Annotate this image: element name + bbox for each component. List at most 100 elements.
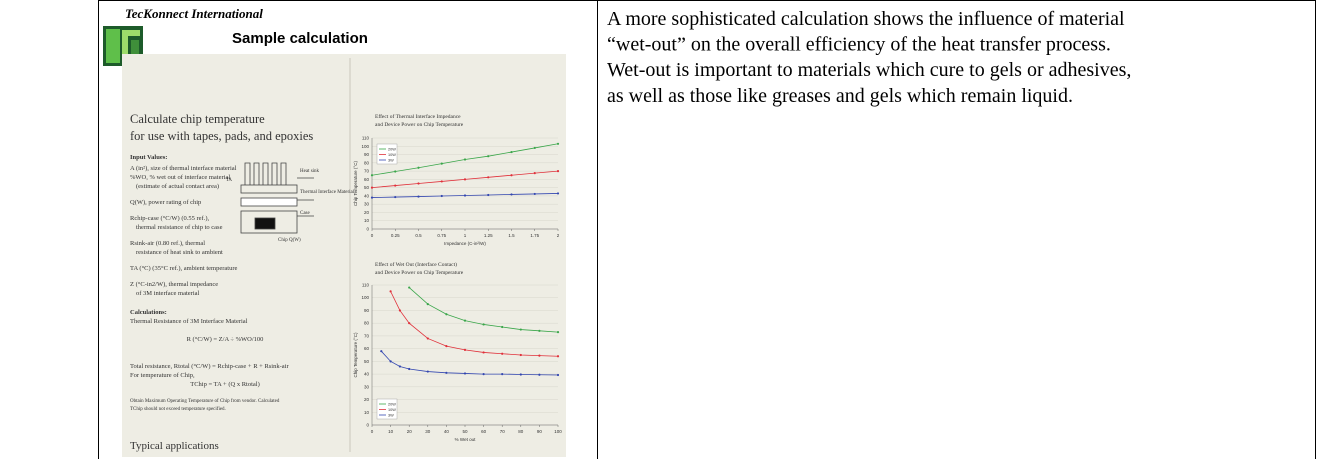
y-tick-label: 70: [364, 169, 370, 174]
y-tick-label: 60: [364, 346, 370, 351]
document: TecKonnect International Sample calculat…: [0, 0, 1324, 459]
x-axis-label: % Wet out: [455, 437, 476, 442]
legend-label: 10W: [388, 408, 396, 412]
diagram-label: Thermal Interface Material: [300, 190, 355, 195]
point: [557, 374, 559, 376]
paragraph-line: Wet-out is important to materials which …: [607, 59, 1131, 81]
point: [371, 196, 373, 198]
x-tick-label: 90: [537, 429, 543, 434]
legend-label: 20W: [388, 402, 396, 406]
point: [371, 174, 373, 176]
point: [394, 170, 396, 172]
point: [510, 174, 512, 176]
point: [464, 158, 466, 160]
diagram-label: Heat sink: [300, 169, 320, 174]
y-tick-label: 110: [362, 283, 370, 288]
y-tick-label: 10: [364, 410, 370, 415]
point: [380, 350, 382, 352]
paragraph-line: A more sophisticated calculation shows t…: [607, 8, 1125, 30]
point: [399, 365, 401, 367]
chart-title: and Device Power on Chip Temperature: [375, 270, 464, 276]
point: [501, 326, 503, 328]
y-tick-label: 20: [364, 210, 370, 215]
slide-text: thermal resistance of chip to case: [136, 224, 223, 231]
x-tick-label: 0.75: [437, 233, 446, 238]
right-cell: A more sophisticated calculation shows t…: [607, 8, 1131, 107]
slide-text: resistance of heat sink to ambient: [136, 249, 223, 256]
point: [408, 368, 410, 370]
x-tick-label: 100: [554, 429, 562, 434]
point: [408, 286, 410, 288]
slide-text: Rchip-case (°C/W) (0.55 ref.),: [130, 215, 209, 222]
y-tick-label: 100: [361, 144, 369, 149]
diagram-label: Case: [300, 211, 311, 216]
slide-text: %WO, % wet out of interface material: [130, 174, 230, 181]
point: [417, 182, 419, 184]
point: [510, 151, 512, 153]
page: TecKonnect International Sample calculat…: [0, 0, 1324, 459]
point: [557, 355, 559, 357]
point: [394, 184, 396, 186]
x-tick-label: 50: [462, 429, 468, 434]
slide-heading: Calculate chip temperature: [130, 112, 265, 126]
x-tick-label: 80: [518, 429, 524, 434]
y-tick-label: 110: [362, 136, 370, 141]
point: [427, 303, 429, 305]
slide-text: Thermal Resistance of 3M Interface Mater…: [130, 318, 248, 325]
point: [520, 328, 522, 330]
point: [441, 195, 443, 197]
point: [464, 194, 466, 196]
y-tick-label: 90: [364, 308, 370, 313]
x-tick-label: 1.5: [508, 233, 515, 238]
slide-text: Rsink-air (0.80 ref.), thermal: [130, 240, 205, 247]
point: [394, 196, 396, 198]
legend-label: 20W: [388, 147, 396, 151]
slide-text: Input Values:: [130, 154, 167, 161]
point: [445, 345, 447, 347]
point: [441, 163, 443, 165]
point: [464, 372, 466, 374]
point: [464, 178, 466, 180]
point: [371, 187, 373, 189]
point: [464, 320, 466, 322]
point: [534, 193, 536, 195]
point: [417, 167, 419, 169]
y-axis-label: Chip Temperature (°C): [353, 161, 358, 206]
point: [445, 372, 447, 374]
x-tick-label: 10: [388, 429, 394, 434]
chart-title: Effect of Thermal Interface Impedance: [375, 113, 461, 120]
slide-text: TA (°C) (35°C ref.), ambient temperature: [130, 265, 237, 272]
point: [520, 354, 522, 356]
legend-label: 3W: [388, 413, 394, 417]
slide-text: (estimate of actual contact area): [136, 183, 219, 190]
point: [538, 330, 540, 332]
point: [534, 147, 536, 149]
point: [501, 373, 503, 375]
point: [487, 155, 489, 157]
x-tick-label: 60: [481, 429, 487, 434]
point: [487, 194, 489, 196]
slide-text: Calculations:: [130, 309, 167, 316]
y-tick-label: 40: [364, 372, 370, 377]
point: [445, 313, 447, 315]
paragraph-line: as well as those like greases and gels w…: [607, 85, 1073, 107]
legend-label: 10W: [388, 153, 396, 157]
point: [538, 355, 540, 357]
slide-text: R (°C/W) = Z/A ÷ %WO/100: [187, 336, 264, 343]
point: [483, 373, 485, 375]
y-tick-label: 100: [361, 295, 369, 300]
point: [520, 373, 522, 375]
diagram-label: TA: [226, 178, 233, 183]
slide-heading: for use with tapes, pads, and epoxies: [130, 129, 313, 143]
diagram-label: Chip Q(W): [278, 238, 301, 243]
point: [538, 374, 540, 376]
point: [483, 351, 485, 353]
y-tick-label: 40: [364, 193, 370, 198]
y-tick-label: 70: [364, 333, 370, 338]
slide-text: Total resistance, Rtotal (°C/W) = Rchip-…: [130, 363, 289, 370]
point: [501, 353, 503, 355]
point: [427, 337, 429, 339]
slide-text: Q(W), power rating of chip: [130, 199, 201, 206]
point: [390, 290, 392, 292]
point: [427, 370, 429, 372]
